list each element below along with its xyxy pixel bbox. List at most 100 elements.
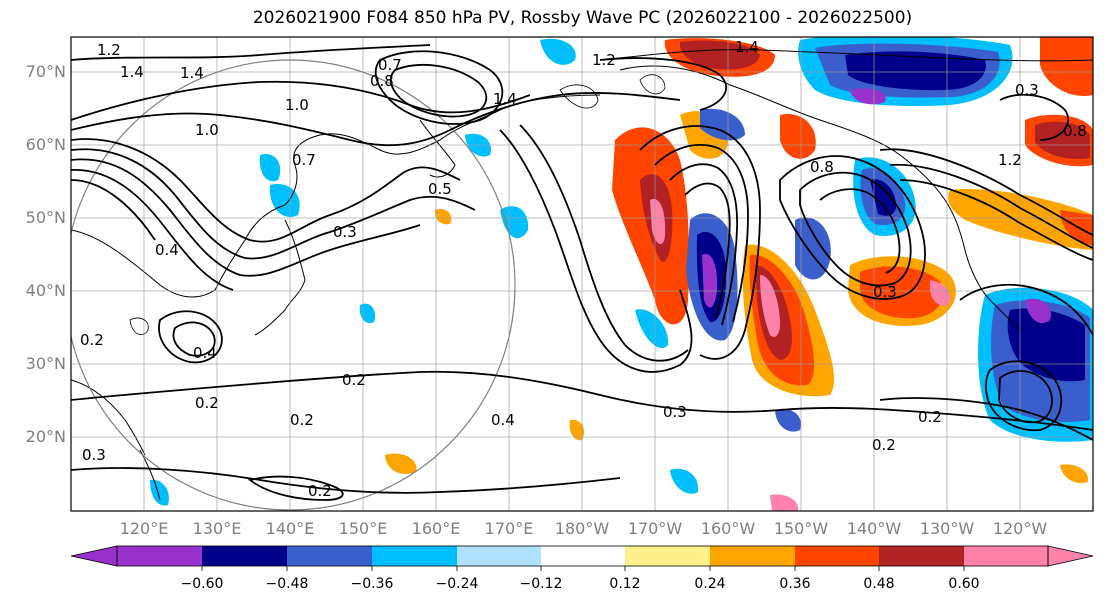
contour-label: 0.3: [663, 403, 687, 421]
contour-label: 0.8: [1063, 122, 1087, 140]
contour-line: [998, 370, 1053, 424]
contour-line: [374, 50, 504, 125]
lon-label: 160°E: [411, 519, 461, 538]
contour-line: [639, 74, 666, 95]
anomaly-negative: [500, 206, 529, 239]
lon-label: 170°E: [484, 519, 534, 538]
anomaly-positive: [1035, 121, 1090, 160]
anomaly-negative: [845, 51, 986, 91]
arctic-coastline: [599, 49, 1093, 62]
thin-contours: [129, 74, 666, 335]
colorbar-tick-label: −0.48: [265, 576, 309, 592]
contour-line: [879, 397, 1093, 441]
contour-label: 0.2: [308, 482, 332, 500]
anomaly-negative: [870, 179, 897, 216]
anomaly-negative: [269, 184, 300, 217]
anomaly-positive: [650, 199, 666, 245]
contour-label: 0.2: [195, 394, 219, 412]
colorbar-tick-label: −0.12: [519, 576, 563, 592]
contour-label: 1.2: [97, 41, 121, 59]
lon-label: 150°E: [338, 519, 388, 538]
lat-label: 40°N: [25, 281, 66, 300]
contour-line: [899, 179, 1093, 261]
contour-label: 0.3: [333, 223, 357, 241]
china-coastline: [71, 379, 146, 456]
contour-line: [985, 360, 1063, 432]
contour-line: [71, 467, 621, 494]
lon-label: 120°W: [992, 519, 1048, 538]
contour-line: [999, 93, 1070, 141]
contour-line: [71, 44, 431, 61]
contour-line: [71, 92, 681, 147]
colorbar-bin: [879, 546, 964, 566]
anomaly-negative: [850, 88, 886, 105]
gridlines: [71, 37, 1093, 511]
lat-label: 60°N: [25, 135, 66, 154]
anomaly-negative: [702, 254, 718, 308]
anomaly-positive: [770, 494, 799, 511]
contour-label: 0.2: [290, 411, 314, 429]
lon-label: 130°E: [192, 519, 242, 538]
lon-label: 150°W: [773, 519, 829, 538]
contour-line: [71, 169, 234, 291]
colorbar-tick-label: −0.24: [435, 576, 479, 592]
contour-label: 0.4: [193, 344, 217, 362]
contour-label: 0.7: [292, 151, 316, 169]
lat-label: 20°N: [25, 427, 66, 446]
contour-line: [519, 124, 689, 362]
colorbar-bin: [117, 546, 202, 566]
japan-coastline: [254, 219, 306, 336]
contour-label: 1.0: [285, 96, 309, 114]
contour-line: [158, 310, 223, 364]
colorbar-bin: [287, 546, 372, 566]
kamchatka-coastline: [419, 119, 456, 178]
colorbar-extend-low: [70, 545, 118, 567]
contour-line: [129, 317, 149, 335]
lon-label: 180°W: [554, 519, 610, 538]
map-frame: [70, 36, 1094, 512]
contour-line: [684, 182, 731, 319]
colorbar-bin: [372, 546, 457, 566]
contour-line: [247, 475, 344, 501]
colorbar-bin: [710, 546, 795, 566]
contour-line: [799, 171, 912, 287]
colorbar-tick-label: 0.60: [948, 576, 980, 592]
contour-label: 0.8: [810, 158, 834, 176]
colorbar-tick-label: −0.36: [350, 576, 394, 592]
lat-label: 50°N: [25, 208, 66, 227]
colorbar-frame: [116, 545, 1049, 567]
anomaly-positive: [1060, 464, 1089, 484]
lon-label: 120°E: [119, 519, 169, 538]
anomaly-negative: [700, 108, 745, 141]
anomaly-positive: [679, 40, 760, 70]
lon-label: 170°W: [627, 519, 683, 538]
anomaly-negative: [1025, 298, 1051, 324]
contour-label: 0.3: [1015, 81, 1039, 99]
colorbar-tick-label: 0.36: [779, 576, 811, 592]
anomaly-positive: [569, 419, 585, 441]
anomaly-positive: [434, 208, 452, 225]
lon-label: 130°W: [919, 519, 975, 538]
contour-line: [654, 144, 749, 323]
contour-label: 1.4: [493, 90, 517, 108]
contour-line: [71, 80, 531, 121]
anomaly-positive: [1040, 37, 1093, 96]
contour-label: 0.8: [370, 72, 394, 90]
contour-label: 0.3: [82, 446, 106, 464]
anomaly-negative: [635, 309, 669, 349]
colorbar-bin: [457, 546, 541, 566]
contour-label: 0.4: [491, 411, 515, 429]
lat-label: 30°N: [25, 354, 66, 373]
contour-line: [959, 283, 1093, 336]
anomaly-positive: [760, 275, 781, 337]
contour-line: [639, 125, 761, 360]
anomaly-negative: [150, 479, 169, 506]
anomaly-positive: [780, 114, 816, 159]
anomaly-negative: [259, 154, 281, 182]
anomaly-negative: [795, 217, 831, 280]
figure-title: 2026021900 F084 850 hPa PV, Rossby Wave …: [252, 8, 913, 28]
contour-line: [172, 321, 216, 357]
lon-label: 140°E: [265, 519, 315, 538]
anomaly-positive: [948, 189, 1093, 250]
anomaly-negative: [359, 303, 376, 324]
